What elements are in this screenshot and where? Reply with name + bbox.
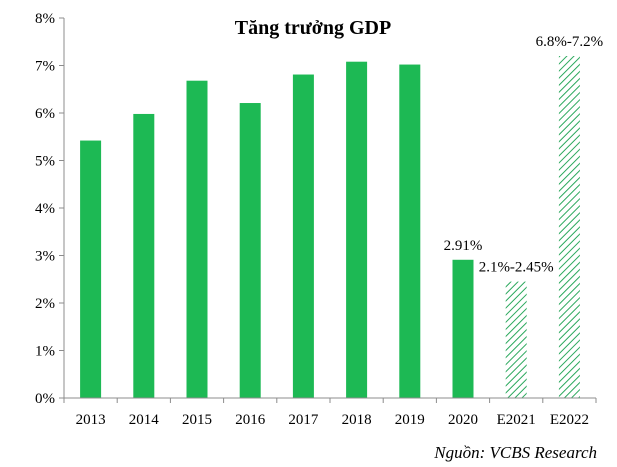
bar-2016 [239, 103, 261, 399]
bar-forecast-E2021 [505, 281, 527, 398]
bar-2018 [346, 61, 368, 398]
x-tick-label: 2019 [395, 412, 425, 428]
x-tick-label: 2014 [129, 412, 160, 428]
x-tick-label: 2020 [448, 412, 478, 428]
y-tick-label: 4% [35, 201, 55, 217]
bar-2019 [399, 64, 421, 399]
bar-2013 [80, 140, 102, 399]
data-label-E2022: 6.8%-7.2% [536, 34, 604, 50]
y-tick-label: 3% [35, 249, 55, 265]
x-tick-label: 2013 [76, 412, 106, 428]
bar-2014 [133, 113, 155, 398]
bar-series [80, 56, 580, 399]
x-tick-label: 2017 [288, 412, 319, 428]
y-tick-label: 6% [35, 106, 55, 122]
y-tick-label: 2% [35, 296, 55, 312]
y-tick-label: 5% [35, 154, 55, 170]
bar-2017 [292, 74, 314, 399]
y-tick-label: 1% [35, 344, 55, 360]
bar-2015 [186, 80, 208, 398]
y-tick-label: 0% [35, 391, 55, 407]
x-tick-label: E2022 [550, 412, 589, 428]
x-tick-label: E2021 [497, 412, 536, 428]
bar-2020 [452, 259, 474, 398]
x-tick-label: 2018 [342, 412, 372, 428]
y-tick-label: 8% [35, 11, 55, 27]
y-axis-ticks: 0% 1% 2% 3% 4% 5% 6% 7% 8% [35, 11, 64, 407]
source-note: Nguồn: VCBS Research [433, 443, 597, 462]
data-label-2020: 2.91% [444, 238, 483, 254]
bar-forecast-E2022 [558, 56, 580, 398]
y-tick-label: 7% [35, 59, 55, 75]
chart-title: Tăng trưởng GDP [235, 17, 391, 39]
x-axis-ticks: 2013 2014 2015 2016 2017 2018 2019 2020 E2021 E20… [63, 398, 597, 428]
data-labels: 2.91% 2.1%-2.45% 6.8%-7.2% [444, 34, 604, 276]
data-label-E2021: 2.1%-2.45% [479, 260, 554, 276]
x-tick-label: 2015 [182, 412, 212, 428]
x-tick-label: 2016 [235, 412, 266, 428]
